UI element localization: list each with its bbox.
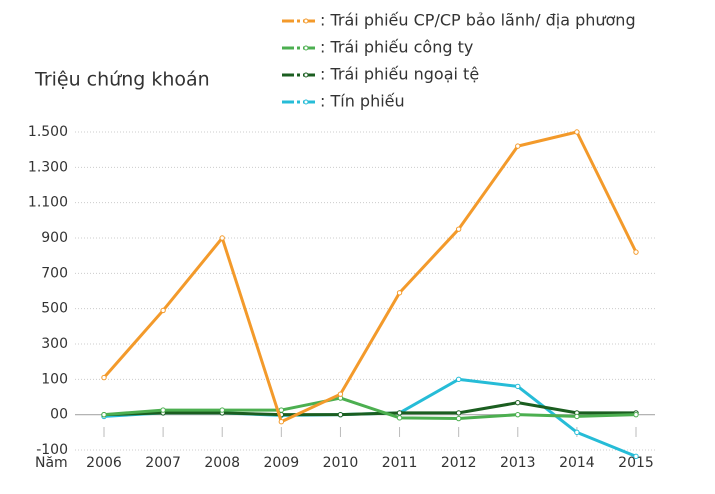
data-point bbox=[278, 407, 285, 413]
y-tick-label: 300 bbox=[41, 336, 68, 352]
series-line bbox=[103, 396, 637, 421]
series-line bbox=[103, 377, 637, 458]
x-tick-label: 2015 bbox=[618, 455, 654, 471]
data-point bbox=[396, 415, 403, 421]
legend-marker bbox=[303, 18, 309, 24]
y-tick-label: 1.500 bbox=[28, 124, 68, 140]
legend-label: : Trái phiếu CP/CP bảo lãnh/ địa phương bbox=[320, 11, 636, 30]
x-tick-label: 2010 bbox=[323, 455, 359, 471]
x-axis-label: Năm bbox=[35, 455, 68, 471]
data-point bbox=[455, 415, 462, 422]
data-point bbox=[101, 374, 107, 381]
series-line bbox=[103, 401, 636, 417]
data-point bbox=[219, 235, 225, 241]
data-point bbox=[515, 383, 521, 390]
y-axis-label: Triệu chứng khoán bbox=[34, 69, 210, 91]
x-tick-label: 2007 bbox=[145, 455, 181, 471]
y-tick-label: 1.300 bbox=[28, 159, 68, 175]
data-point bbox=[455, 226, 462, 232]
legend-label: : Trái phiếu công ty bbox=[320, 38, 473, 57]
series-line bbox=[102, 130, 638, 424]
y-tick-label: 00 bbox=[50, 407, 68, 423]
y-tick-label: 100 bbox=[41, 371, 68, 387]
x-tick-label: 2012 bbox=[441, 455, 477, 471]
data-point bbox=[574, 413, 580, 420]
legend-label: : Trái phiếu ngoại tệ bbox=[320, 65, 479, 84]
data-point bbox=[633, 453, 639, 460]
data-point bbox=[633, 249, 639, 255]
x-tick-label: 2013 bbox=[500, 455, 536, 471]
data-point bbox=[337, 391, 344, 397]
legend: : Trái phiếu CP/CP bảo lãnh/ địa phương:… bbox=[282, 11, 636, 111]
legend-marker bbox=[303, 72, 309, 78]
legend-marker bbox=[303, 45, 309, 51]
x-tick-label: 2009 bbox=[264, 455, 300, 471]
data-point bbox=[574, 429, 580, 436]
data-point bbox=[337, 411, 344, 418]
data-point bbox=[515, 399, 521, 406]
data-point bbox=[160, 407, 166, 413]
legend-label: : Tín phiếu bbox=[320, 92, 405, 111]
data-point bbox=[101, 411, 107, 418]
data-point bbox=[219, 407, 225, 413]
data-point bbox=[278, 419, 285, 425]
legend-marker bbox=[303, 99, 309, 105]
y-tick-label: 900 bbox=[41, 230, 68, 246]
x-tick-label: 2011 bbox=[382, 455, 418, 471]
data-point bbox=[633, 411, 639, 418]
y-tick-label: -100 bbox=[36, 442, 68, 458]
data-point bbox=[515, 411, 521, 418]
data-point bbox=[574, 129, 580, 135]
y-tick-label: 1.100 bbox=[28, 195, 68, 211]
data-point bbox=[455, 376, 462, 383]
x-tick-label: 2014 bbox=[559, 455, 595, 471]
data-point bbox=[396, 290, 403, 296]
x-tick-label: 2006 bbox=[86, 455, 122, 471]
data-point bbox=[396, 410, 403, 416]
data-point bbox=[455, 410, 462, 416]
x-tick-label: 2008 bbox=[204, 455, 240, 471]
data-point bbox=[515, 143, 521, 149]
y-tick-label: 700 bbox=[41, 265, 68, 281]
data-point bbox=[160, 307, 166, 314]
y-tick-label: 500 bbox=[41, 301, 68, 317]
